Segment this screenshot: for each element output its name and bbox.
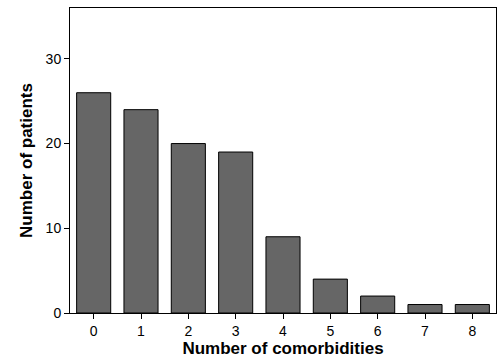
- svg-text:2: 2: [184, 323, 192, 339]
- svg-text:1: 1: [137, 323, 145, 339]
- svg-text:10: 10: [46, 220, 62, 236]
- svg-text:8: 8: [468, 323, 476, 339]
- svg-text:4: 4: [279, 323, 287, 339]
- svg-text:30: 30: [46, 51, 62, 67]
- svg-text:Number of patients: Number of patients: [17, 83, 36, 238]
- svg-text:Number of comorbidities: Number of comorbidities: [182, 339, 383, 358]
- svg-text:0: 0: [53, 305, 61, 321]
- svg-text:5: 5: [326, 323, 334, 339]
- svg-text:20: 20: [46, 135, 62, 151]
- svg-text:7: 7: [421, 323, 429, 339]
- svg-text:0: 0: [90, 323, 98, 339]
- svg-text:6: 6: [374, 323, 382, 339]
- svg-text:3: 3: [232, 323, 240, 339]
